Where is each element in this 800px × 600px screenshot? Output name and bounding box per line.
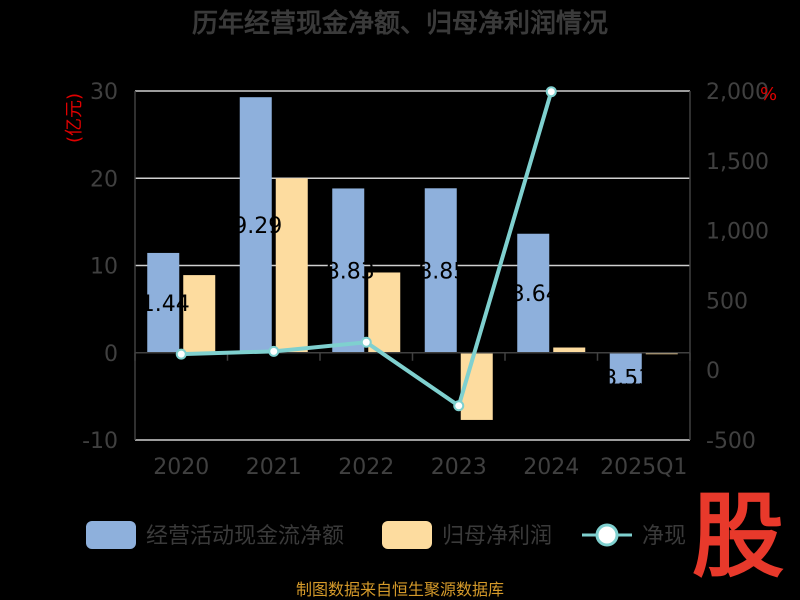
profit-bar: [183, 275, 216, 353]
ratio-point: [360, 336, 372, 348]
legend-label-ratio: 净现: [642, 524, 686, 549]
cash-flow-data-label: 8.85: [418, 260, 467, 285]
left-tick-label: 0: [104, 342, 118, 367]
ratio-point: [175, 348, 187, 360]
left-axis: 30 20 10 0 -10: [82, 80, 118, 454]
ratio-polyline: [181, 91, 554, 410]
legend-label-profit: 归母净利润: [442, 524, 552, 549]
right-tick-label: 0: [706, 359, 720, 384]
cash-flow-bar: [424, 188, 457, 353]
left-tick-label: -10: [82, 429, 118, 454]
right-axis: 2,000 1,500 1,000 500 0 -500: [706, 80, 769, 454]
legend-label-cash-flow: 经营活动现金流净额: [146, 524, 344, 549]
legend-swatch-ratio-point: [595, 523, 619, 547]
left-tick-label: 30: [90, 80, 118, 105]
x-tick-label: 2021: [246, 455, 302, 480]
ratio-point: [545, 86, 557, 98]
x-tick-label: 2022: [338, 455, 394, 480]
right-tick-label: 500: [706, 289, 748, 314]
cash-flow-bar: [332, 188, 365, 353]
ratio-point: [453, 400, 465, 412]
x-tick-label: 2020: [153, 455, 209, 480]
left-axis-unit: (亿元): [64, 93, 85, 143]
cash-flow-data-label: 8.83: [326, 260, 375, 285]
right-tick-label: 2,000: [706, 80, 769, 105]
right-tick-label: 1,500: [706, 150, 769, 175]
bars: [147, 97, 678, 420]
x-tick-label: 2023: [431, 455, 487, 480]
x-tick-label: 2024: [523, 455, 579, 480]
right-tick-label: 1,000: [706, 220, 769, 245]
data-labels: 1.44 9.29 8.83 8.85 3.64 3.53: [141, 214, 652, 392]
ratio-point: [268, 345, 280, 357]
x-tick-label: 2025Q1: [600, 455, 687, 480]
profit-bar: [275, 178, 308, 353]
cash-flow-bar: [239, 97, 272, 353]
source-note: 制图数据来自恒生聚源数据库: [296, 580, 504, 599]
cash-flow-data-label: 1.44: [141, 292, 190, 317]
cash-flow-bar: [609, 352, 642, 384]
cash-flow-data-label: 9.29: [233, 214, 282, 239]
cash-flow-bar: [517, 233, 550, 353]
legend: 经营活动现金流净额 归母净利润 净现: [86, 521, 686, 549]
profit-bar: [553, 347, 586, 353]
ratio-line: [175, 86, 557, 412]
cash-flow-data-label: 3.53: [603, 367, 652, 392]
left-tick-label: 20: [90, 167, 118, 192]
logo: 股: [692, 483, 784, 590]
chart-title: 历年经营现金净额、归母净利润情况: [192, 8, 608, 39]
right-axis-unit: %: [760, 84, 777, 105]
cash-flow-data-label: 3.64: [511, 282, 560, 307]
legend-swatch-cash-flow: [86, 521, 136, 549]
right-tick-label: -500: [706, 429, 756, 454]
x-axis: 2020 2021 2022 2023 2024 2025Q1: [153, 455, 687, 480]
legend-swatch-profit: [382, 521, 432, 549]
cash-flow-bar: [147, 252, 180, 353]
profit-bar: [368, 272, 401, 353]
left-tick-label: 10: [90, 255, 118, 280]
